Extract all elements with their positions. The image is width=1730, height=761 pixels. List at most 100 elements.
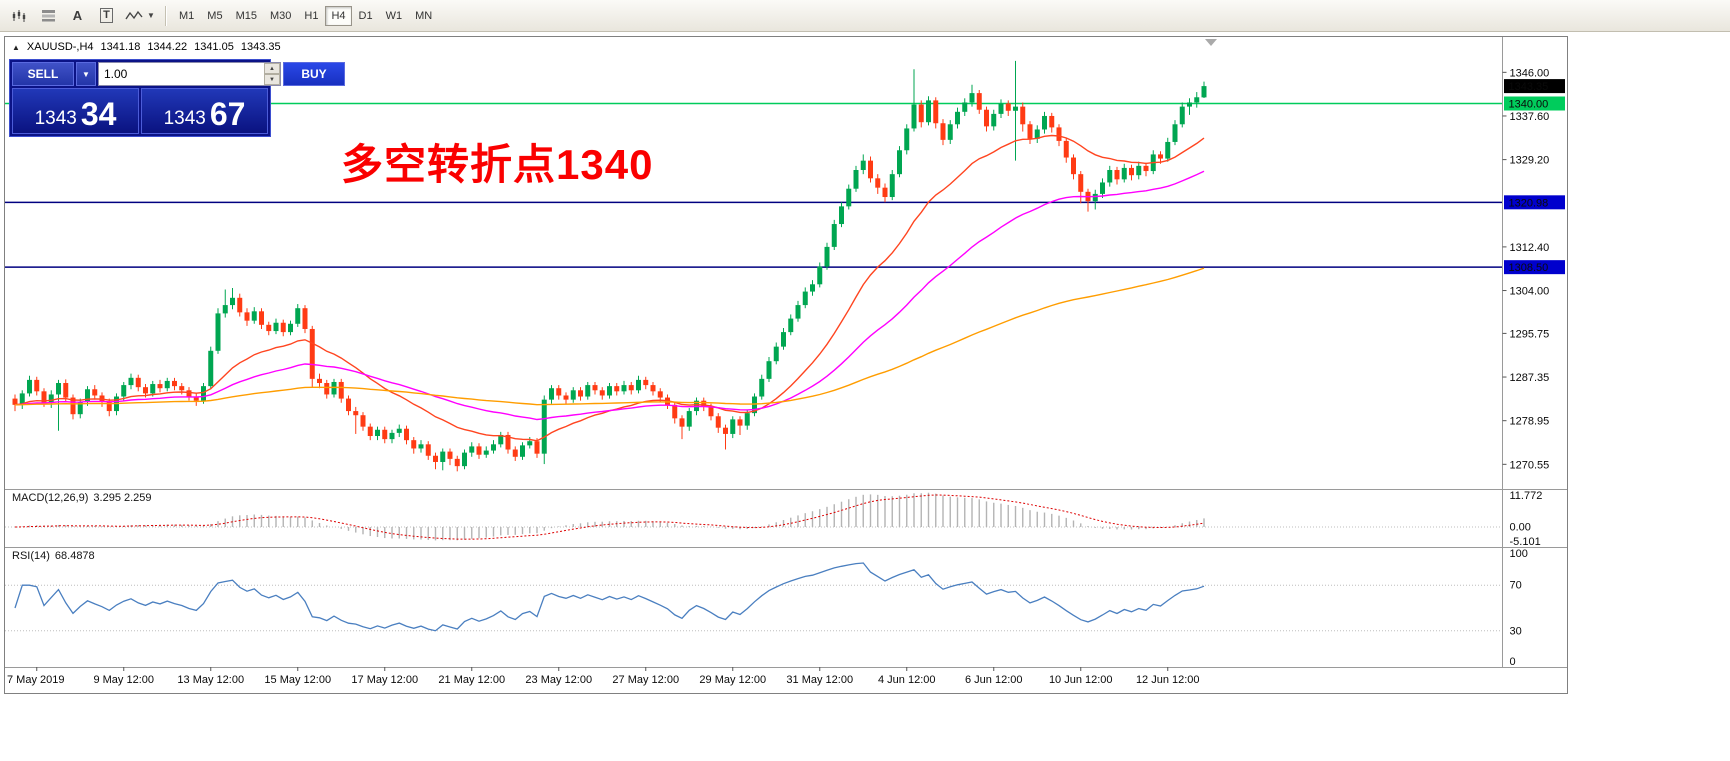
time-label: 31 May 12:00: [786, 674, 853, 686]
moving-averages-layer: [14, 39, 1217, 442]
text-tool-icon[interactable]: T: [93, 5, 120, 27]
symbol-ohlc-line: ▲ XAUUSD-,H4 1341.18 1344.22 1341.05 134…: [12, 41, 281, 53]
time-label: 9 May 12:00: [93, 674, 154, 686]
macd-axis-label: 11.772: [1510, 490, 1543, 502]
price-label: 1287.35: [1510, 372, 1550, 384]
time-label: 13 May 12:00: [177, 674, 244, 686]
timeframe-w1[interactable]: W1: [380, 6, 409, 26]
macd-signal-line: [14, 494, 1205, 540]
caret-down-icon: ▼: [147, 11, 155, 20]
ohlc-close: 1343.35: [240, 41, 281, 53]
time-label: 23 May 12:00: [525, 674, 592, 686]
time-axis[interactable]: 7 May 2019 9 May 12:00 13 May 12:00 15 May …: [7, 667, 1200, 686]
bid-main: 1343: [34, 108, 77, 130]
macd-label: MACD(12,26,9) 3.295 2.259: [12, 492, 157, 504]
macd-axis-label: -5.101: [1510, 536, 1541, 548]
svg-text:1340.00: 1340.00: [1509, 99, 1549, 111]
price-label: 1329.20: [1510, 155, 1550, 167]
time-label: 29 May 12:00: [699, 674, 766, 686]
toolbar-separator: [165, 5, 166, 26]
price-label: 1278.95: [1510, 416, 1550, 428]
macd-axis-label: 0.00: [1510, 522, 1531, 534]
line-studies-icon[interactable]: ▼: [122, 5, 158, 27]
volume-increase-button[interactable]: ▲: [264, 63, 280, 74]
volume-dropdown-button[interactable]: ▼: [76, 62, 96, 86]
time-label: 21 May 12:00: [438, 674, 505, 686]
time-label: 12 Jun 12:00: [1136, 674, 1200, 686]
ohlc-low: 1341.05: [194, 41, 234, 53]
price-badge: [1504, 96, 1565, 111]
rsi-value: 68.4878: [54, 550, 95, 562]
timeframe-m5[interactable]: M5: [201, 6, 228, 26]
chart-text-annotation[interactable]: 多空转折点1340: [341, 141, 654, 188]
macd-values: 3.295 2.259: [93, 492, 152, 504]
label-tool-icon[interactable]: A: [64, 5, 91, 27]
ask-pips: 67: [209, 96, 246, 133]
price-badge: [1504, 195, 1565, 210]
time-label: 4 Jun 12:00: [878, 674, 936, 686]
volume-spinner: ▲ ▼: [264, 63, 280, 85]
toolbar: A T ▼ M1 M5 M15 M30 H1 H4 D1 W1 MN: [0, 0, 1730, 32]
volume-decrease-button[interactable]: ▼: [264, 74, 280, 85]
price-label: 1304.00: [1510, 286, 1550, 298]
time-label: 6 Jun 12:00: [965, 674, 1023, 686]
time-label: 10 Jun 12:00: [1049, 674, 1113, 686]
price-label: 1295.75: [1510, 328, 1550, 340]
rsi-axis-label: 100: [1510, 548, 1528, 560]
price-label: 1312.40: [1510, 242, 1550, 254]
timeframe-h1[interactable]: H1: [298, 6, 324, 26]
svg-text:1320.98: 1320.98: [1509, 197, 1549, 209]
ask-price-display[interactable]: 1343 67: [141, 88, 268, 134]
time-label: 17 May 12:00: [351, 674, 418, 686]
chart-window-icon[interactable]: [6, 5, 33, 27]
bid-pips: 34: [80, 96, 117, 133]
time-label: 15 May 12:00: [264, 674, 331, 686]
rsi-axis-label: 0: [1510, 656, 1516, 668]
svg-text:1343.35: 1343.35: [1509, 81, 1549, 93]
sell-button[interactable]: SELL: [12, 62, 74, 86]
timeframe-m30[interactable]: M30: [264, 6, 297, 26]
timeframe-d1[interactable]: D1: [353, 6, 379, 26]
price-label: 1337.60: [1510, 111, 1550, 123]
price-badge: [1504, 260, 1565, 275]
ohlc-open: 1341.18: [100, 41, 141, 53]
ma-50: [14, 170, 1205, 421]
symbol-period: XAUUSD-,H4: [26, 41, 94, 53]
macd-name: MACD(12,26,9): [12, 492, 89, 504]
price-axis[interactable]: 1346.00 1337.60 1329.20 1312.40 1304.00 1295.…: [1502, 37, 1566, 667]
rsi-axis-label: 70: [1510, 580, 1522, 592]
price-label: 1270.55: [1510, 459, 1550, 471]
bid-price-display[interactable]: 1343 34: [12, 88, 139, 134]
price-label: 1346.00: [1510, 67, 1550, 79]
time-label: 7 May 2019: [7, 674, 64, 686]
timeframe-buttons: M1 M5 M15 M30 H1 H4 D1 W1 MN: [173, 5, 439, 26]
template-list-icon[interactable]: [35, 5, 62, 27]
rsi-line: [14, 562, 1205, 632]
price-badge: [1504, 79, 1565, 94]
svg-text:1308.50: 1308.50: [1509, 262, 1549, 274]
text-tool-glyph: T: [100, 8, 113, 23]
volume-input[interactable]: [99, 63, 264, 85]
wave-icon: [125, 10, 143, 19]
timeframe-mn[interactable]: MN: [409, 6, 438, 26]
ask-main: 1343: [163, 108, 206, 130]
volume-field: ▲ ▼: [98, 62, 281, 86]
candles-layer: [12, 60, 1207, 472]
timeframe-m15[interactable]: M15: [230, 6, 263, 26]
rsi-axis-label: 30: [1510, 625, 1522, 637]
label-tool-glyph: A: [72, 8, 83, 23]
ma-150: [14, 267, 1205, 406]
ohlc-high: 1344.22: [147, 41, 188, 53]
buy-button[interactable]: BUY: [283, 62, 345, 86]
timeframe-m1[interactable]: M1: [173, 6, 200, 26]
one-click-trading-panel: SELL ▼ ▲ ▼ BUY 1343 34 1343: [9, 59, 345, 137]
chart-window: 11.772 0.00 -5.101 100 70 30 0 1346.00 1337.60 13…: [4, 36, 1568, 694]
one-click-collapse-icon[interactable]: ▲: [12, 42, 20, 52]
rsi-label: RSI(14) 68.4878: [12, 550, 100, 562]
rsi-name: RSI(14): [12, 550, 50, 562]
timeframe-h4[interactable]: H4: [325, 5, 352, 26]
chart-shift-marker[interactable]: [1205, 39, 1217, 46]
chart-canvas[interactable]: 11.7720.00-5.101100703001346.001337.6013…: [5, 37, 1567, 693]
